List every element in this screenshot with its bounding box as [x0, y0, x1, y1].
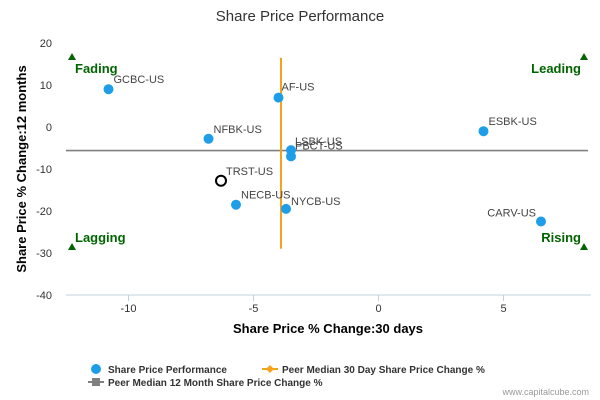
point-label: NFBK-US [214, 124, 262, 136]
data-point [281, 203, 291, 214]
legend-marker [91, 364, 101, 374]
point-label: ESBK-US [489, 116, 537, 128]
quadrant-marker [68, 53, 76, 60]
highlight-point [215, 174, 227, 187]
quadrant-marker [580, 53, 588, 60]
y-tick-label: 10 [40, 80, 52, 92]
chart-legend: Share Price Performance Peer Median 30 Da… [88, 364, 485, 389]
y-tick-label: -40 [36, 290, 52, 302]
y-tick-label: -10 [36, 164, 52, 176]
credit-text: www.capitalcube.com [501, 387, 589, 397]
point-label: NYCB-US [291, 196, 341, 208]
x-tick-label: -5 [249, 303, 259, 315]
legend-label: Peer Median 30 Day Share Price Change % [282, 365, 485, 376]
y-tick-label: -30 [36, 248, 52, 260]
data-point [536, 216, 546, 227]
point-label: PBCT-US [295, 140, 343, 152]
data-point [203, 133, 214, 144]
chart-title: Share Price Performance [216, 8, 384, 25]
quadrant-label: Fading [75, 61, 118, 76]
point-label: GCBC-US [114, 74, 165, 86]
data-point [231, 199, 241, 210]
quadrant-marker [68, 243, 76, 250]
data-point [478, 126, 489, 137]
point-label: AF-US [282, 82, 315, 94]
data-point [103, 84, 114, 95]
point-label: TRST-US [226, 166, 273, 178]
legend-marker [92, 378, 100, 386]
x-tick-label: 0 [375, 303, 381, 315]
quadrant-label: Rising [541, 230, 581, 245]
quadrant-marker [580, 243, 588, 250]
quadrant-label: Lagging [75, 230, 126, 245]
y-axis-title: Share Price % Change:12 months [14, 65, 29, 272]
x-axis-title: Share Price % Change:30 days [233, 321, 423, 336]
point-label: CARV-US [487, 208, 536, 220]
y-tick-label: 0 [46, 122, 52, 134]
legend-marker [266, 365, 274, 373]
x-tick-label: -10 [121, 303, 137, 315]
point-label: NECB-US [241, 190, 291, 202]
data-point [273, 92, 284, 103]
point-label: LSBK-US [295, 136, 342, 148]
data-point [286, 151, 296, 162]
y-tick-label: 20 [40, 38, 52, 50]
x-tick-label: 5 [500, 303, 506, 315]
legend-label: Share Price Performance [108, 365, 227, 376]
y-tick-label: -20 [36, 206, 52, 218]
quadrant-label: Leading [531, 61, 581, 76]
legend-label: Peer Median 12 Month Share Price Change … [108, 378, 323, 389]
